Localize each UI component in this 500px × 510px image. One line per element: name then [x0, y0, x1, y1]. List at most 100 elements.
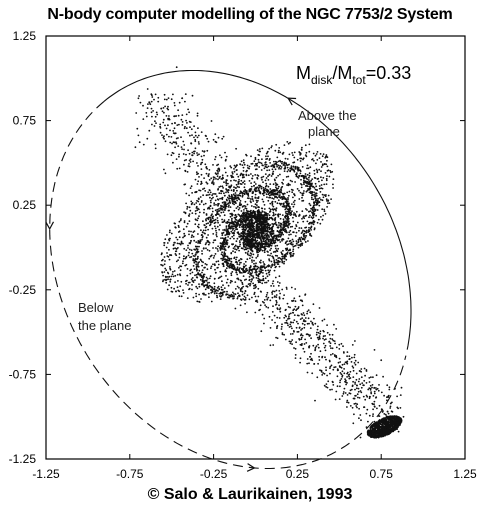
particle [197, 261, 200, 264]
particle [167, 105, 169, 108]
particle [181, 124, 184, 126]
particle [241, 290, 244, 293]
particle [238, 207, 241, 209]
particle [195, 241, 198, 244]
particle [203, 150, 206, 153]
particle [265, 272, 268, 275]
particle [289, 239, 292, 242]
particle [154, 143, 157, 146]
particle [254, 237, 257, 240]
particle [254, 196, 257, 199]
particle [249, 188, 252, 190]
particle [307, 309, 310, 311]
particle [277, 260, 280, 262]
particle [217, 245, 220, 248]
particle [355, 372, 358, 375]
particle [206, 217, 209, 220]
particle [373, 420, 376, 423]
particle [237, 232, 240, 235]
particle [218, 169, 221, 172]
particle [164, 267, 167, 270]
particle [238, 259, 241, 262]
particle [219, 245, 222, 247]
particle [358, 397, 361, 399]
particle [264, 245, 266, 248]
particle [300, 344, 303, 347]
particle [178, 220, 181, 223]
particle [212, 180, 214, 182]
particle [325, 154, 328, 156]
particle [298, 244, 301, 247]
particle [204, 294, 207, 296]
particle [207, 207, 210, 209]
particle [348, 355, 351, 358]
particle [203, 293, 206, 296]
particle [266, 225, 269, 228]
particle [335, 390, 338, 393]
plot-frame [45, 35, 466, 460]
particle [209, 275, 212, 278]
particle [287, 220, 290, 223]
x-tick-label: 1.25 [453, 467, 477, 481]
particle [250, 173, 252, 175]
particle [263, 237, 266, 240]
particle [257, 248, 260, 251]
particle [274, 266, 277, 269]
particle [272, 280, 275, 282]
particle [245, 219, 248, 222]
particle [225, 225, 228, 228]
particle [269, 188, 272, 190]
particle [208, 207, 211, 210]
particle [292, 252, 295, 255]
particle [262, 242, 265, 245]
particle [322, 372, 324, 374]
particle [326, 169, 329, 172]
particle [296, 221, 299, 224]
particle [175, 115, 178, 117]
particle [172, 275, 175, 278]
particle [214, 156, 217, 158]
particle [195, 245, 198, 248]
particle [218, 208, 220, 210]
particle [316, 336, 319, 339]
particle [246, 311, 248, 314]
particle [219, 298, 222, 300]
particle [344, 392, 347, 394]
particle [160, 107, 163, 110]
particle [308, 362, 310, 365]
particle [261, 147, 264, 150]
particle [215, 247, 217, 249]
particle [224, 206, 227, 209]
particle [270, 194, 272, 196]
particle [220, 286, 223, 289]
particle [371, 384, 374, 386]
particle [354, 388, 356, 391]
particle [287, 175, 290, 178]
particle [217, 178, 219, 181]
particle [177, 259, 180, 261]
particle [151, 115, 153, 118]
particle [263, 194, 265, 197]
particle [236, 185, 239, 188]
particle [297, 238, 300, 241]
particle [262, 240, 265, 242]
particle [203, 266, 206, 269]
particle [134, 146, 137, 149]
particle [209, 205, 212, 208]
particle [243, 183, 246, 185]
particle [287, 226, 290, 229]
particle [241, 267, 243, 270]
particle [310, 337, 312, 340]
particle [253, 293, 256, 295]
particle [177, 145, 180, 148]
particle [208, 189, 211, 191]
particle [303, 177, 306, 179]
particle [279, 235, 282, 238]
particle [283, 256, 286, 259]
particle [294, 235, 297, 237]
particle [195, 202, 198, 204]
particle [262, 175, 265, 178]
particle [299, 160, 302, 162]
particle [300, 240, 302, 243]
particle [329, 171, 332, 174]
